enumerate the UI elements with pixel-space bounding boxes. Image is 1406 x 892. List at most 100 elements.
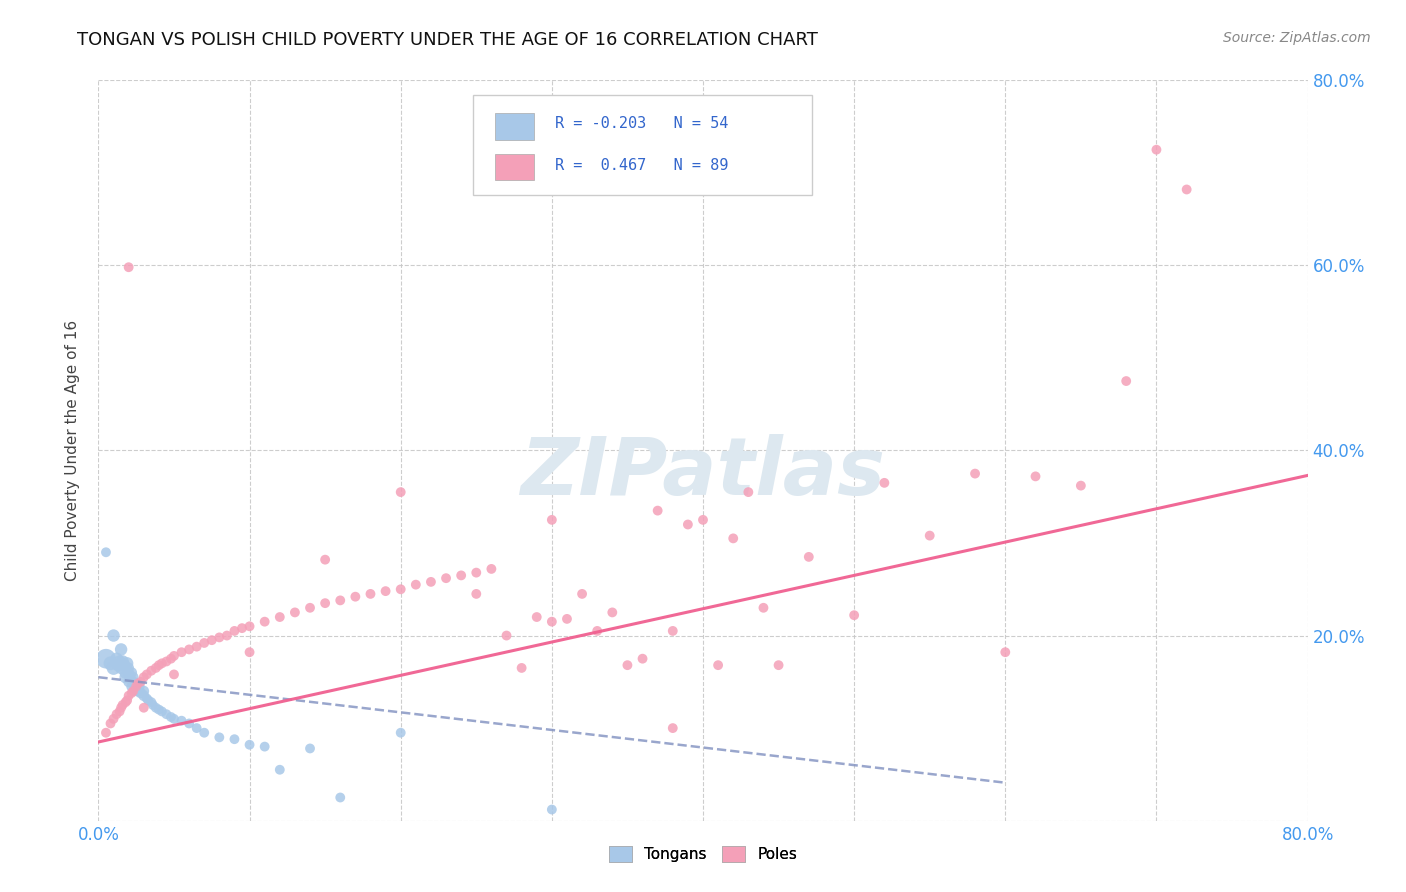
Point (112, 658, 135, 673)
Point (103, 628, 125, 642)
Point (170, 645, 193, 659)
Point (121, 665, 143, 680)
Point (179, 716, 201, 731)
Legend: Tongans, Poles: Tongans, Poles (603, 839, 803, 869)
Point (314, 596, 336, 610)
Point (224, 732, 246, 747)
Point (122, 670, 145, 684)
Point (135, 691, 157, 706)
Point (170, 714, 193, 728)
Point (132, 689, 155, 703)
Point (118, 661, 141, 675)
Y-axis label: Child Poverty Under the Age of 16: Child Poverty Under the Age of 16 (65, 320, 80, 581)
Point (269, 610, 291, 624)
Point (118, 260, 141, 275)
Point (329, 593, 352, 607)
Point (114, 665, 136, 680)
Point (100, 716, 122, 731)
Point (239, 619, 262, 633)
Text: ZIPatlas: ZIPatlas (520, 434, 886, 512)
Point (215, 628, 238, 642)
Point (540, 615, 562, 629)
Point (94, 545, 117, 559)
Point (111, 655, 134, 669)
Point (450, 568, 472, 582)
Point (602, 606, 624, 620)
Point (120, 670, 142, 684)
Point (118, 674, 141, 689)
Point (125, 680, 148, 694)
Point (1175, 182, 1198, 196)
Point (208, 731, 231, 745)
Point (110, 700, 132, 714)
Point (129, 686, 152, 700)
Point (299, 741, 322, 756)
Point (114, 695, 136, 709)
Point (239, 738, 262, 752)
Point (231, 621, 253, 635)
Point (124, 680, 146, 694)
Point (129, 674, 152, 689)
Point (752, 600, 775, 615)
Point (115, 657, 138, 671)
FancyBboxPatch shape (495, 154, 534, 180)
Point (389, 582, 412, 597)
Point (125, 682, 148, 697)
Point (374, 584, 396, 599)
Point (105, 707, 128, 722)
Point (118, 689, 141, 703)
Point (873, 475, 896, 490)
Point (707, 658, 730, 673)
Point (118, 665, 141, 680)
Point (107, 658, 129, 673)
Point (142, 698, 165, 712)
Point (128, 680, 150, 694)
Point (965, 467, 987, 481)
Point (676, 517, 699, 532)
Point (661, 721, 683, 735)
Point (155, 707, 177, 722)
Point (253, 615, 276, 629)
Point (145, 661, 167, 675)
Point (135, 667, 157, 681)
Point (844, 608, 866, 623)
Point (239, 645, 262, 659)
Point (114, 670, 136, 684)
Point (163, 648, 186, 663)
Point (481, 562, 503, 576)
Point (122, 684, 145, 698)
Point (186, 640, 208, 654)
Point (768, 658, 790, 673)
Point (224, 624, 246, 638)
Point (127, 676, 149, 690)
Point (160, 651, 183, 665)
Point (555, 612, 578, 626)
Point (94, 651, 117, 665)
Point (127, 684, 149, 698)
Point (526, 610, 548, 624)
Point (136, 693, 159, 707)
Point (540, 803, 562, 817)
Point (141, 695, 163, 709)
Point (163, 667, 186, 681)
Point (121, 680, 143, 694)
Point (495, 628, 517, 642)
Point (420, 574, 443, 589)
Point (329, 790, 352, 805)
Point (1144, 143, 1167, 157)
Point (148, 703, 170, 717)
Point (108, 705, 131, 719)
Point (150, 657, 173, 671)
Point (723, 532, 745, 546)
Point (465, 587, 488, 601)
Text: TONGAN VS POLISH CHILD POVERTY UNDER THE AGE OF 16 CORRELATION CHART: TONGAN VS POLISH CHILD POVERTY UNDER THE… (77, 31, 818, 49)
Point (571, 587, 593, 601)
Point (360, 587, 382, 601)
Point (132, 670, 155, 684)
Point (193, 725, 215, 739)
Point (540, 513, 562, 527)
Point (737, 485, 759, 500)
Point (105, 651, 128, 665)
Point (179, 642, 201, 657)
Point (661, 624, 683, 638)
